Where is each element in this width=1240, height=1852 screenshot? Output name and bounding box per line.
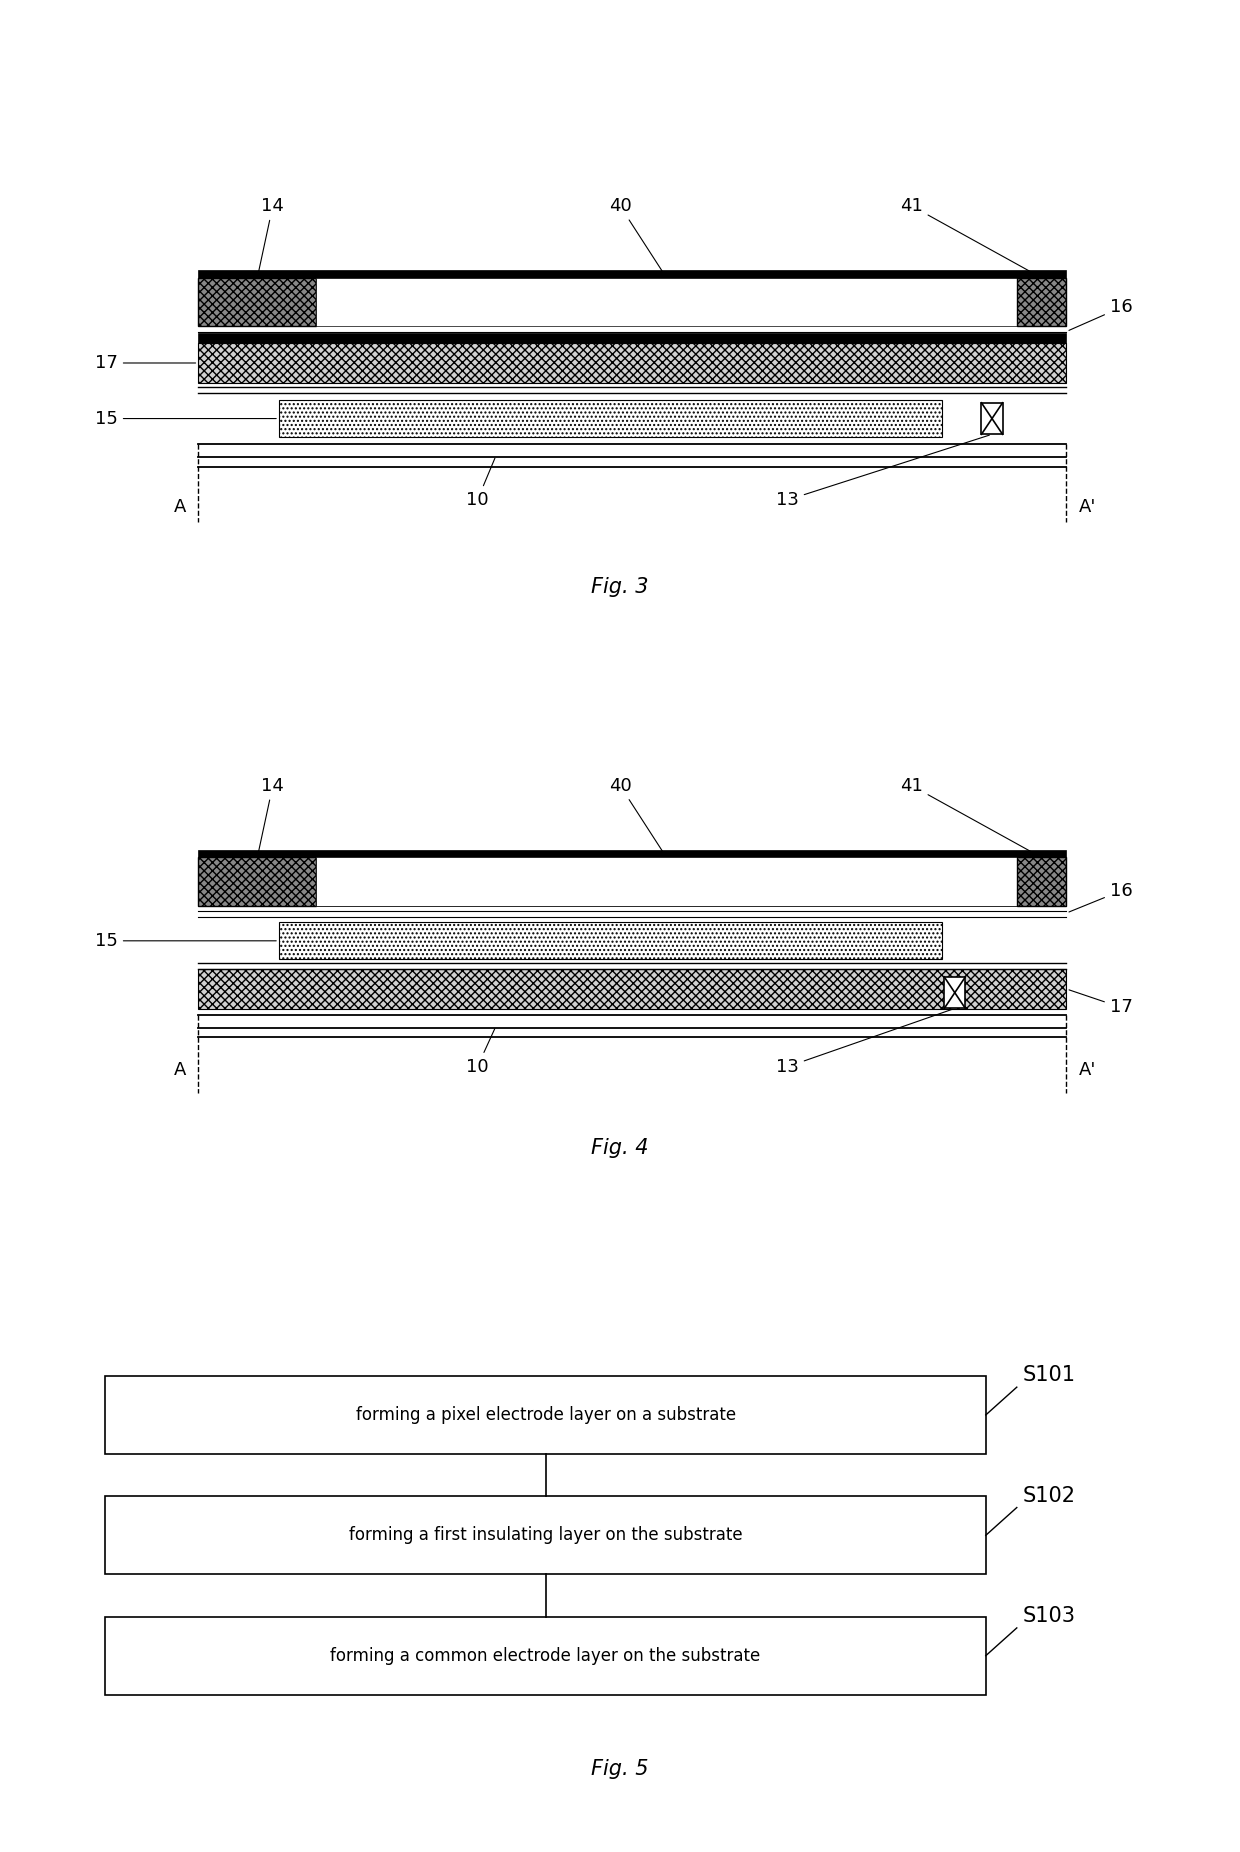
Text: A: A bbox=[174, 1061, 186, 1080]
Text: A': A' bbox=[1079, 498, 1096, 517]
Text: 10: 10 bbox=[466, 457, 495, 509]
Text: Fig. 5: Fig. 5 bbox=[591, 1759, 649, 1778]
Bar bbox=[316, 278, 1017, 326]
Bar bbox=[198, 270, 1066, 278]
Text: Fig. 4: Fig. 4 bbox=[591, 1139, 649, 1158]
Text: forming a first insulating layer on the substrate: forming a first insulating layer on the … bbox=[348, 1526, 743, 1545]
Bar bbox=[198, 969, 1066, 1009]
Bar bbox=[198, 850, 1066, 857]
Text: 40: 40 bbox=[609, 776, 665, 856]
Text: 13: 13 bbox=[776, 435, 990, 509]
Bar bbox=[198, 333, 1066, 343]
Text: 15: 15 bbox=[95, 409, 277, 428]
Text: 14: 14 bbox=[258, 776, 284, 856]
Text: 10: 10 bbox=[466, 1028, 495, 1076]
Text: S103: S103 bbox=[1023, 1606, 1076, 1626]
Text: 17: 17 bbox=[1069, 989, 1132, 1017]
Bar bbox=[945, 978, 966, 1007]
Bar bbox=[1017, 278, 1066, 326]
Text: 16: 16 bbox=[1069, 298, 1132, 330]
Text: 14: 14 bbox=[258, 196, 284, 276]
Bar bbox=[105, 1376, 986, 1454]
Text: 16: 16 bbox=[1069, 882, 1132, 911]
Text: 41: 41 bbox=[900, 196, 1039, 276]
Text: 13: 13 bbox=[776, 1009, 952, 1076]
Bar bbox=[279, 400, 942, 437]
Text: forming a pixel electrode layer on a substrate: forming a pixel electrode layer on a sub… bbox=[356, 1406, 735, 1424]
Bar bbox=[105, 1496, 986, 1574]
Text: 15: 15 bbox=[95, 932, 277, 950]
Bar bbox=[279, 922, 942, 959]
Bar bbox=[316, 857, 1017, 906]
Text: S102: S102 bbox=[1023, 1485, 1076, 1506]
Bar bbox=[982, 402, 1003, 433]
Bar bbox=[105, 1617, 986, 1695]
Text: 41: 41 bbox=[900, 776, 1039, 856]
Text: A': A' bbox=[1079, 1061, 1096, 1080]
Text: forming a common electrode layer on the substrate: forming a common electrode layer on the … bbox=[331, 1646, 760, 1665]
Text: A: A bbox=[174, 498, 186, 517]
Bar bbox=[198, 343, 1066, 383]
Text: Fig. 3: Fig. 3 bbox=[591, 578, 649, 596]
Bar bbox=[198, 857, 316, 906]
Bar bbox=[198, 900, 1066, 906]
Text: 40: 40 bbox=[609, 196, 665, 276]
Text: 17: 17 bbox=[95, 354, 196, 372]
Bar bbox=[198, 278, 316, 326]
Text: S101: S101 bbox=[1023, 1365, 1076, 1385]
Bar bbox=[1017, 857, 1066, 906]
